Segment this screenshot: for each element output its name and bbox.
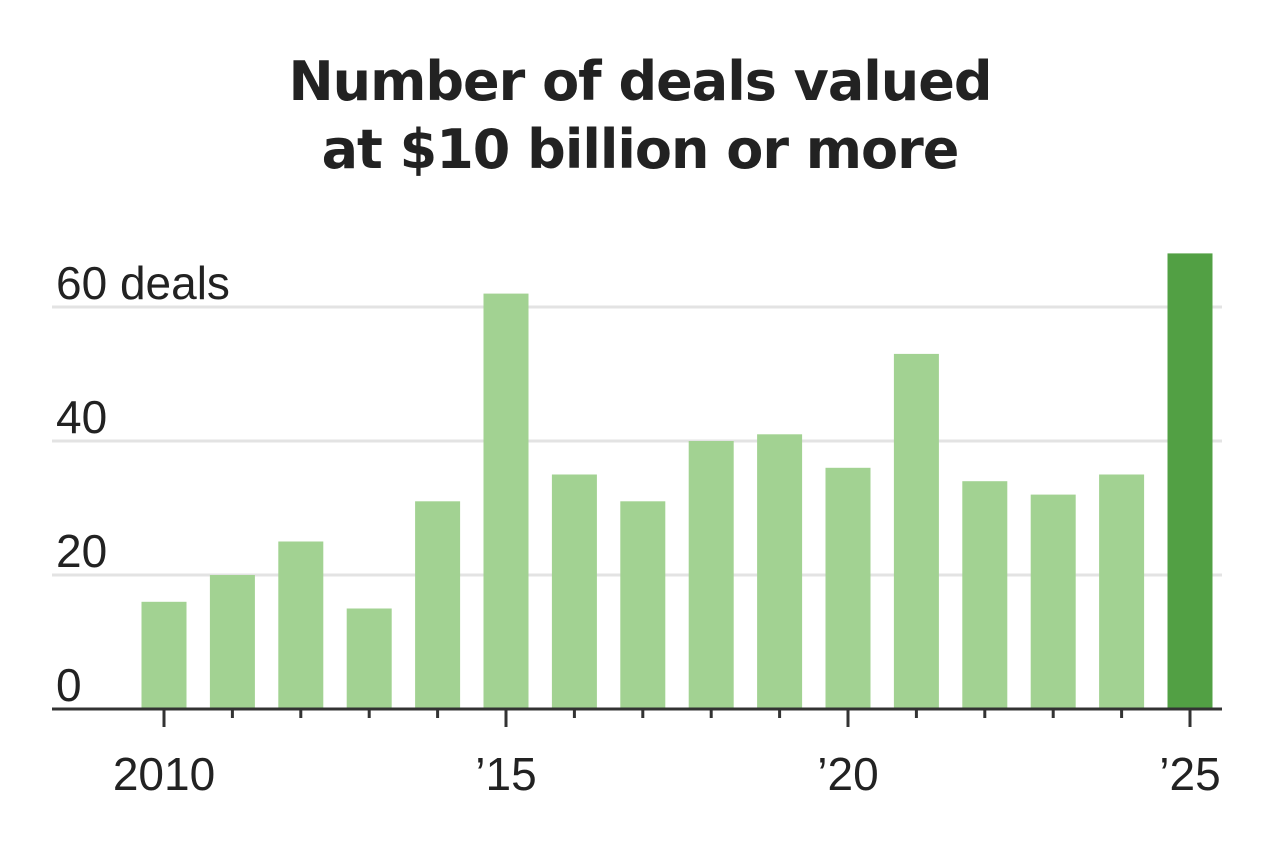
y-tick-label: 20	[56, 525, 107, 577]
bar-2023	[1030, 494, 1076, 709]
chart-title-line-2: at $10 billion or more	[321, 118, 960, 181]
x-tick-label: ’25	[1159, 748, 1220, 800]
bar-2015	[483, 293, 529, 709]
bar-2014	[415, 501, 461, 709]
chart-title: Number of deals valued at $10 billion or…	[0, 48, 1280, 184]
bar-2017	[620, 501, 666, 709]
x-tick-label: ’15	[475, 748, 536, 800]
y-tick-label: 0	[56, 659, 82, 711]
bar-2021	[893, 353, 939, 709]
bar-2013	[346, 608, 392, 709]
bar-2024	[1099, 474, 1145, 709]
bar-2012	[278, 541, 324, 709]
bar-2022	[962, 481, 1008, 709]
bar-2025	[1167, 253, 1213, 709]
x-tick-label: ’20	[817, 748, 878, 800]
bar-2020	[825, 467, 871, 709]
x-tick-label: 2010	[113, 748, 215, 800]
bar-2011	[209, 575, 255, 709]
y-tick-label: 40	[56, 391, 107, 443]
bar-2010	[141, 601, 187, 709]
bar-2016	[551, 474, 597, 709]
chart-title-line-1: Number of deals valued	[288, 50, 992, 113]
bar-2019	[757, 434, 803, 709]
y-tick-label: 60 deals	[56, 257, 230, 309]
bar-2018	[688, 441, 734, 709]
